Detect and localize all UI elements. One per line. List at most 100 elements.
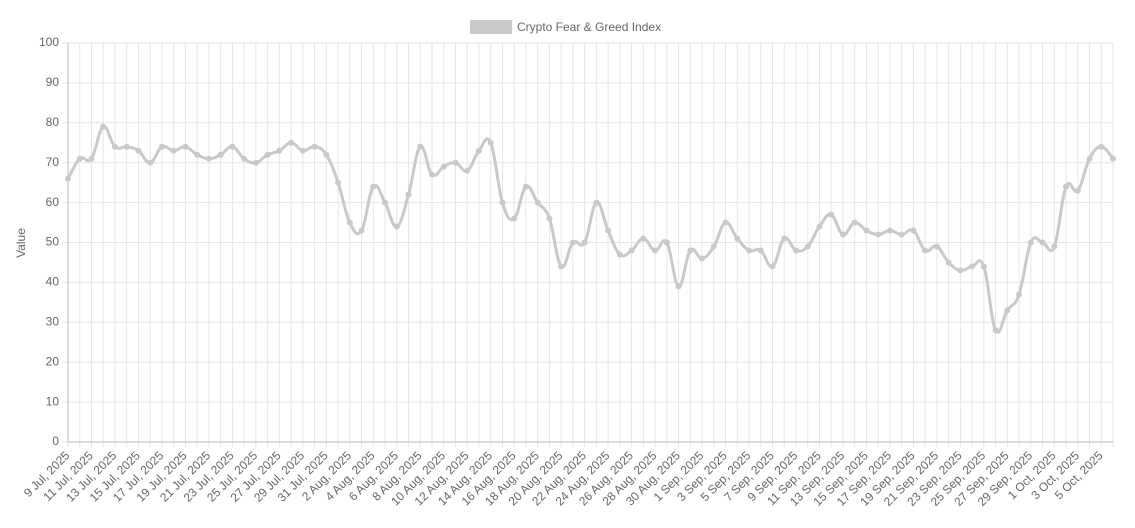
data-point	[346, 219, 353, 226]
data-point	[405, 191, 412, 198]
data-point	[734, 235, 741, 242]
legend-swatch	[470, 20, 512, 34]
data-point	[111, 143, 118, 150]
data-point	[875, 231, 882, 238]
data-point	[1098, 143, 1105, 150]
data-point	[922, 247, 929, 254]
data-point	[1074, 187, 1081, 194]
data-point	[522, 183, 529, 190]
data-point	[757, 247, 764, 254]
y-tick-label: 10	[46, 394, 60, 408]
data-point	[593, 199, 600, 206]
data-point	[886, 227, 893, 234]
series-line	[66, 125, 1115, 334]
data-point	[464, 167, 471, 174]
data-point	[182, 143, 189, 150]
y-tick-label: 100	[39, 35, 59, 49]
data-point	[628, 247, 635, 254]
data-point	[76, 155, 83, 162]
data-point	[65, 175, 71, 182]
data-point	[158, 143, 165, 150]
data-point	[687, 247, 694, 254]
data-point	[581, 239, 588, 246]
data-point	[710, 243, 717, 250]
data-point	[311, 143, 318, 150]
data-point	[135, 147, 142, 154]
data-point	[428, 171, 435, 178]
legend-label: Crypto Fear & Greed Index	[517, 20, 661, 34]
data-point	[440, 163, 447, 170]
data-point	[792, 247, 799, 254]
data-point	[863, 227, 870, 234]
data-point	[487, 139, 494, 146]
data-point	[170, 147, 177, 154]
data-point	[393, 223, 400, 230]
data-point	[370, 183, 377, 190]
data-point	[980, 263, 987, 270]
data-point	[898, 231, 905, 238]
data-point	[123, 143, 130, 150]
y-tick-label: 60	[46, 195, 60, 209]
data-point	[558, 263, 565, 270]
data-point	[217, 151, 224, 158]
data-point	[511, 215, 518, 222]
data-point	[1027, 239, 1034, 246]
data-point	[722, 219, 729, 226]
data-point	[1110, 155, 1116, 162]
y-tick-label: 50	[46, 235, 60, 249]
y-tick-label: 30	[46, 314, 60, 328]
data-point	[358, 227, 365, 234]
data-point	[699, 255, 706, 262]
data-point	[335, 179, 342, 186]
data-point	[1051, 243, 1058, 250]
data-point	[804, 243, 811, 250]
data-point	[205, 155, 212, 162]
y-tick-label: 90	[46, 75, 60, 89]
data-point	[1063, 183, 1070, 190]
data-point	[992, 327, 999, 334]
data-point	[382, 199, 389, 206]
y-tick-label: 0	[52, 434, 59, 448]
data-point	[663, 239, 670, 246]
data-point	[194, 151, 201, 158]
data-point	[288, 139, 295, 146]
y-tick-label: 80	[46, 115, 60, 129]
data-point	[241, 155, 248, 162]
data-point	[299, 147, 306, 154]
y-tick-label: 40	[46, 275, 60, 289]
data-point	[499, 199, 506, 206]
data-point	[264, 151, 271, 158]
data-point	[534, 199, 541, 206]
data-point	[475, 147, 482, 154]
data-point	[323, 151, 330, 158]
data-point	[417, 143, 424, 150]
y-tick-label: 20	[46, 354, 60, 368]
data-point	[1039, 239, 1046, 246]
data-point	[569, 239, 576, 246]
data-point	[839, 231, 846, 238]
data-point	[252, 159, 259, 166]
data-point	[781, 235, 788, 242]
data-point	[746, 247, 753, 254]
data-point	[851, 219, 858, 226]
data-point	[910, 227, 917, 234]
data-point	[945, 259, 952, 266]
data-point	[1016, 291, 1023, 298]
data-point	[640, 235, 647, 242]
data-point	[675, 283, 682, 290]
y-tick-label: 70	[46, 155, 60, 169]
data-point	[1004, 307, 1011, 314]
data-point	[969, 263, 976, 270]
data-point	[546, 215, 553, 222]
data-point	[88, 155, 95, 162]
data-point	[276, 147, 283, 154]
data-point	[616, 251, 623, 258]
data-point	[933, 243, 940, 250]
data-point	[816, 223, 823, 230]
data-point	[452, 159, 459, 166]
data-point	[100, 123, 107, 130]
data-point	[229, 143, 236, 150]
data-point	[652, 247, 659, 254]
